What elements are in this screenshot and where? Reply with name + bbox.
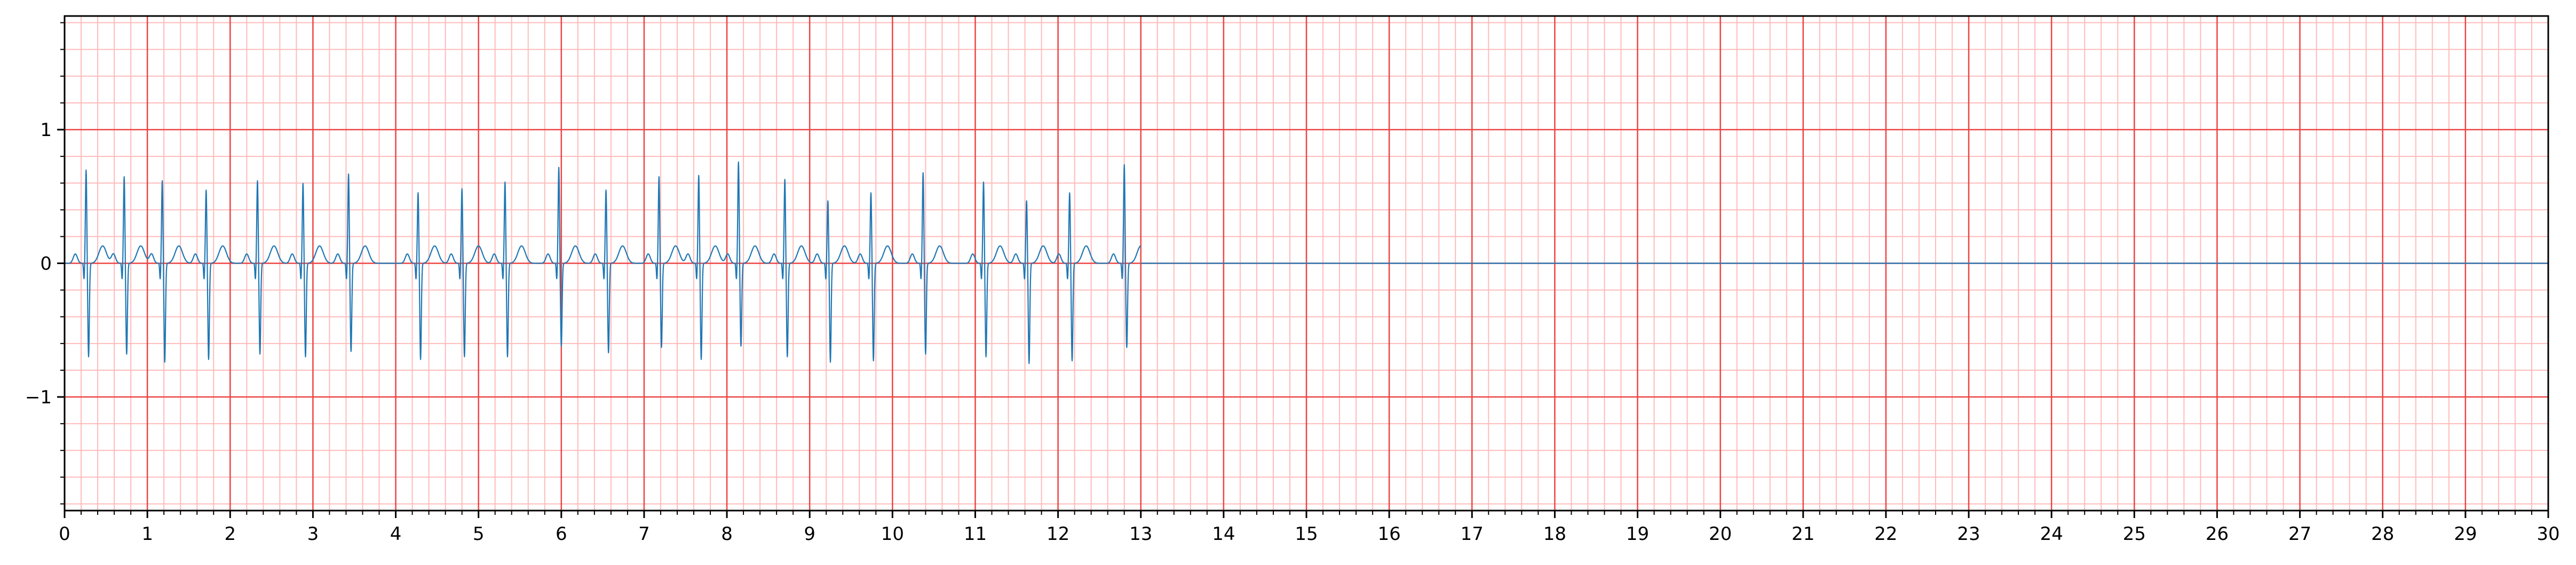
x-tick-label: 2	[224, 523, 236, 545]
x-tick-label: 5	[473, 523, 485, 545]
x-tick-label: 15	[1295, 523, 1318, 545]
x-tick-label: 12	[1047, 523, 1069, 545]
x-tick-label: 28	[2371, 523, 2394, 545]
x-tick-label: 17	[1461, 523, 1484, 545]
x-tick-label: 4	[390, 523, 402, 545]
x-tick-label: 18	[1543, 523, 1566, 545]
x-tick-label: 25	[2123, 523, 2146, 545]
x-tick-label: 20	[1709, 523, 1732, 545]
x-tick-label: 11	[964, 523, 987, 545]
x-tick-label: 14	[1212, 523, 1235, 545]
x-tick-label: 21	[1792, 523, 1814, 545]
y-tick-label: −1	[25, 387, 52, 408]
y-axis: −1 0 1	[25, 23, 65, 504]
x-tick-label: 19	[1626, 523, 1649, 545]
x-tick-label: 3	[307, 523, 319, 545]
x-tick-label: 16	[1378, 523, 1401, 545]
y-tick-label: 1	[40, 120, 52, 141]
x-tick-label: 0	[59, 523, 70, 545]
x-tick-label: 13	[1129, 523, 1152, 545]
x-tick-label: 23	[1957, 523, 1980, 545]
x-tick-label: 26	[2206, 523, 2229, 545]
x-tick-label: 29	[2454, 523, 2477, 545]
x-tick-label: 1	[141, 523, 153, 545]
x-tick-label: 7	[638, 523, 650, 545]
x-tick-label: 10	[881, 523, 904, 545]
x-tick-label: 22	[1874, 523, 1897, 545]
x-tick-label: 9	[804, 523, 815, 545]
x-tick-label: 6	[556, 523, 567, 545]
x-tick-label: 24	[2040, 523, 2063, 545]
y-tick-label: 0	[40, 253, 52, 275]
x-tick-label: 30	[2537, 523, 2559, 545]
x-tick-label: 27	[2288, 523, 2311, 545]
x-tick-label: 8	[721, 523, 733, 545]
